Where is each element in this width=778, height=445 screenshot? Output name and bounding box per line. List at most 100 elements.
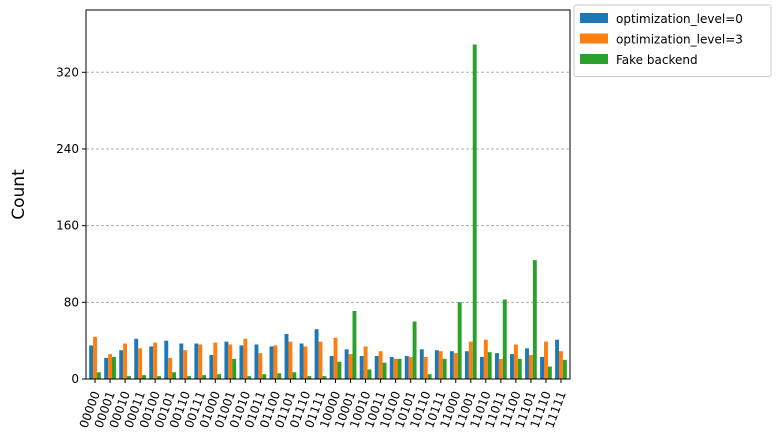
bar bbox=[172, 372, 177, 379]
bar bbox=[547, 366, 552, 379]
bar bbox=[359, 356, 364, 379]
bar bbox=[434, 350, 439, 379]
bar bbox=[544, 341, 548, 379]
legend: optimization_level=0 optimization_level=3… bbox=[573, 4, 772, 77]
bar bbox=[532, 260, 537, 379]
bar bbox=[314, 329, 319, 379]
bar bbox=[479, 356, 484, 379]
legend-swatch bbox=[580, 13, 608, 23]
bar bbox=[247, 376, 252, 379]
y-axis: 0 80 160 240 320 bbox=[56, 65, 86, 386]
bar bbox=[453, 353, 458, 379]
bar bbox=[232, 358, 237, 379]
bar bbox=[322, 376, 327, 379]
bar bbox=[164, 340, 169, 379]
bar bbox=[93, 336, 97, 379]
bar bbox=[329, 356, 334, 379]
bar bbox=[224, 341, 229, 379]
y-tick-label: 320 bbox=[56, 65, 79, 79]
bar bbox=[202, 375, 207, 379]
bar bbox=[179, 343, 184, 379]
bar bbox=[525, 348, 529, 379]
bar bbox=[412, 321, 417, 379]
bar bbox=[273, 345, 278, 379]
bar bbox=[153, 342, 158, 379]
bar bbox=[123, 343, 128, 379]
bar bbox=[352, 310, 357, 379]
bar bbox=[333, 337, 338, 379]
bar bbox=[168, 357, 173, 379]
bar bbox=[277, 373, 282, 379]
bar bbox=[337, 361, 342, 379]
legend-label: Fake backend bbox=[616, 53, 698, 67]
legend-swatch bbox=[580, 33, 608, 44]
bar bbox=[419, 349, 424, 379]
bar bbox=[239, 345, 244, 379]
bar bbox=[502, 299, 507, 379]
plot-frame bbox=[85, 9, 571, 380]
bar bbox=[498, 358, 503, 379]
bar bbox=[555, 339, 560, 379]
bar bbox=[262, 374, 267, 379]
bar bbox=[183, 350, 188, 379]
legend-label: optimization_level=0 bbox=[616, 12, 743, 26]
bar bbox=[194, 343, 199, 379]
bar bbox=[472, 44, 477, 379]
bar bbox=[423, 356, 428, 379]
bar bbox=[540, 356, 544, 379]
bar bbox=[449, 351, 454, 379]
bar bbox=[487, 352, 492, 379]
bar bbox=[217, 374, 222, 379]
bar bbox=[292, 372, 297, 379]
bar bbox=[389, 356, 394, 379]
bar bbox=[397, 358, 402, 379]
bar bbox=[513, 344, 518, 379]
bar bbox=[228, 344, 233, 379]
y-tick-label: 240 bbox=[56, 142, 79, 156]
bar bbox=[318, 341, 323, 379]
y-tick-label: 80 bbox=[64, 295, 79, 309]
bar bbox=[510, 354, 514, 379]
bar bbox=[528, 355, 533, 379]
legend-box bbox=[573, 4, 772, 77]
bar bbox=[258, 353, 263, 379]
bar bbox=[408, 356, 413, 379]
bar bbox=[119, 350, 124, 379]
bar bbox=[104, 357, 109, 379]
bar bbox=[198, 344, 203, 379]
bar bbox=[303, 346, 308, 379]
bar bbox=[142, 375, 146, 379]
bar bbox=[367, 369, 372, 379]
bar bbox=[495, 353, 499, 379]
bar bbox=[187, 376, 192, 379]
bar bbox=[138, 348, 143, 379]
bar bbox=[307, 376, 312, 379]
x-axis: 0000000001000100001100100001010011000111… bbox=[77, 379, 569, 430]
bar bbox=[393, 358, 398, 379]
bar bbox=[134, 338, 139, 379]
bar bbox=[157, 376, 162, 379]
bar bbox=[96, 372, 101, 379]
bar bbox=[299, 343, 304, 379]
legend-swatch bbox=[580, 54, 608, 64]
bar bbox=[562, 359, 567, 379]
bar bbox=[378, 351, 383, 379]
bar bbox=[457, 302, 462, 379]
bar bbox=[344, 349, 349, 379]
bar bbox=[348, 354, 353, 379]
bar bbox=[269, 346, 274, 379]
bar bbox=[108, 354, 113, 379]
bar bbox=[483, 339, 488, 379]
bar bbox=[254, 344, 259, 379]
legend-label: optimization_level=3 bbox=[616, 33, 743, 47]
bar bbox=[243, 338, 248, 379]
bar bbox=[427, 374, 432, 379]
bar bbox=[112, 356, 116, 379]
bar bbox=[464, 351, 469, 379]
bar bbox=[468, 341, 473, 379]
bar bbox=[284, 333, 289, 379]
y-axis-label: Count bbox=[9, 169, 29, 220]
bar bbox=[442, 358, 447, 379]
bar bbox=[89, 345, 94, 379]
